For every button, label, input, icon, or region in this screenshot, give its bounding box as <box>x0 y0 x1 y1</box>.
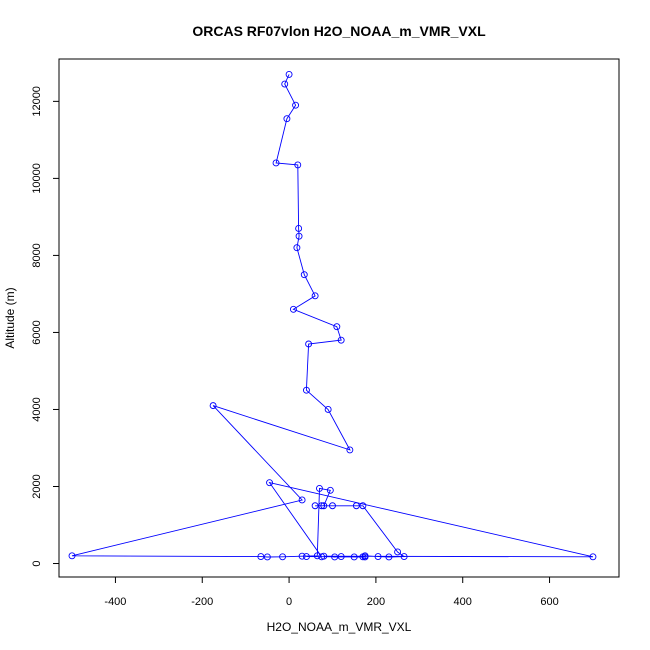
data-point <box>279 553 287 561</box>
y-tick-label-6: 12000 <box>31 86 43 117</box>
plot-frame <box>58 58 620 578</box>
y-tick-label-1: 2000 <box>31 474 43 498</box>
data-point <box>320 502 328 510</box>
data-point <box>283 115 291 123</box>
data-point <box>337 336 345 344</box>
data-point <box>311 292 319 300</box>
data-point <box>313 552 321 560</box>
x-axis-label: H2O_NOAA_m_VMR_VXL <box>267 620 412 634</box>
data-point <box>359 502 367 510</box>
data-point <box>302 553 310 561</box>
data-point <box>326 486 334 494</box>
data-point <box>298 552 306 560</box>
x-tick-label-1: -200 <box>191 596 213 608</box>
y-axis: 0 2000 4000 6000 8000 10000 12000 <box>31 86 59 567</box>
data-point <box>589 553 597 561</box>
data-point <box>300 271 308 279</box>
data-point <box>295 225 303 232</box>
data-point <box>295 232 303 240</box>
data-point <box>285 70 293 78</box>
data-point <box>352 502 360 510</box>
data-point <box>400 553 408 561</box>
x-axis: -400 -200 0 200 400 600 <box>104 577 559 608</box>
data-point <box>311 502 319 510</box>
data-point <box>337 553 345 561</box>
data-point <box>331 553 339 561</box>
data-point <box>293 244 301 252</box>
y-axis-label: Altitude (m) <box>3 287 17 348</box>
x-tick-label-5: 600 <box>540 596 558 608</box>
data-point <box>305 340 313 348</box>
data-point <box>350 553 358 561</box>
y-tick-label-2: 4000 <box>31 397 43 421</box>
data-point <box>361 553 369 561</box>
y-tick-label-4: 8000 <box>31 243 43 267</box>
y-tick-label-3: 6000 <box>31 320 43 344</box>
data-point <box>318 502 326 510</box>
data-point <box>394 548 402 556</box>
data-point <box>292 101 300 109</box>
data-point <box>68 552 76 560</box>
y-tick-label-5: 10000 <box>31 163 43 194</box>
series-layer <box>68 70 597 561</box>
x-tick-label-0: -400 <box>104 596 126 608</box>
data-point <box>359 553 367 561</box>
series-line-0 <box>71 74 594 558</box>
data-point <box>346 446 354 454</box>
data-point <box>298 496 306 504</box>
data-point <box>324 406 332 413</box>
data-point <box>209 402 217 410</box>
data-point <box>302 386 310 394</box>
data-point <box>385 553 393 561</box>
data-point <box>272 159 280 167</box>
y-tick-label-0: 0 <box>31 560 43 566</box>
chart-title: ORCAS RF07vlon H2O_NOAA_m_VMR_VXL <box>192 23 486 39</box>
data-point <box>263 553 271 561</box>
data-point <box>294 161 302 169</box>
data-point <box>374 553 382 561</box>
x-tick-label-4: 400 <box>454 596 472 608</box>
data-point <box>257 553 265 561</box>
data-point <box>333 323 341 331</box>
data-point <box>329 502 336 510</box>
data-point <box>281 80 289 88</box>
data-point <box>266 479 273 487</box>
x-tick-label-2: 0 <box>286 596 292 608</box>
data-point <box>316 484 323 492</box>
data-point <box>289 305 297 313</box>
data-point <box>318 553 326 561</box>
x-tick-label-3: 200 <box>367 596 385 608</box>
